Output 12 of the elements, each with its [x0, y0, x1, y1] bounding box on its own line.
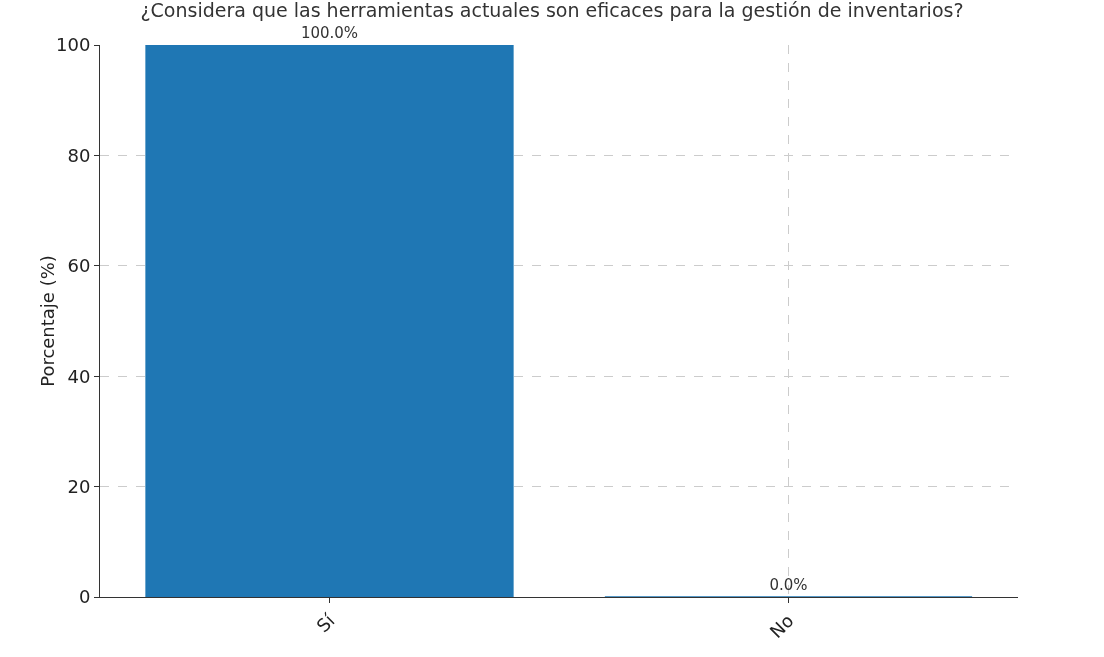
y-tick-label: 40	[67, 365, 91, 387]
y-axis-title: Porcentaje (%)	[37, 255, 58, 387]
chart-title: ¿Considera que las herramientas actuales son eficaces para la gestión de inventarios?	[140, 0, 964, 21]
y-tick-label: 60	[67, 255, 91, 277]
x-tick-label: Sí	[312, 609, 340, 637]
data-label: 0.0%	[769, 576, 808, 594]
y-tick-label: 80	[67, 144, 91, 166]
y-tick-label: 0	[78, 586, 91, 608]
y-tick-label: 100	[56, 34, 91, 56]
x-tick-label: No	[765, 609, 798, 643]
data-label: 100.0%	[300, 24, 359, 42]
y-tick-label: 20	[67, 475, 91, 497]
